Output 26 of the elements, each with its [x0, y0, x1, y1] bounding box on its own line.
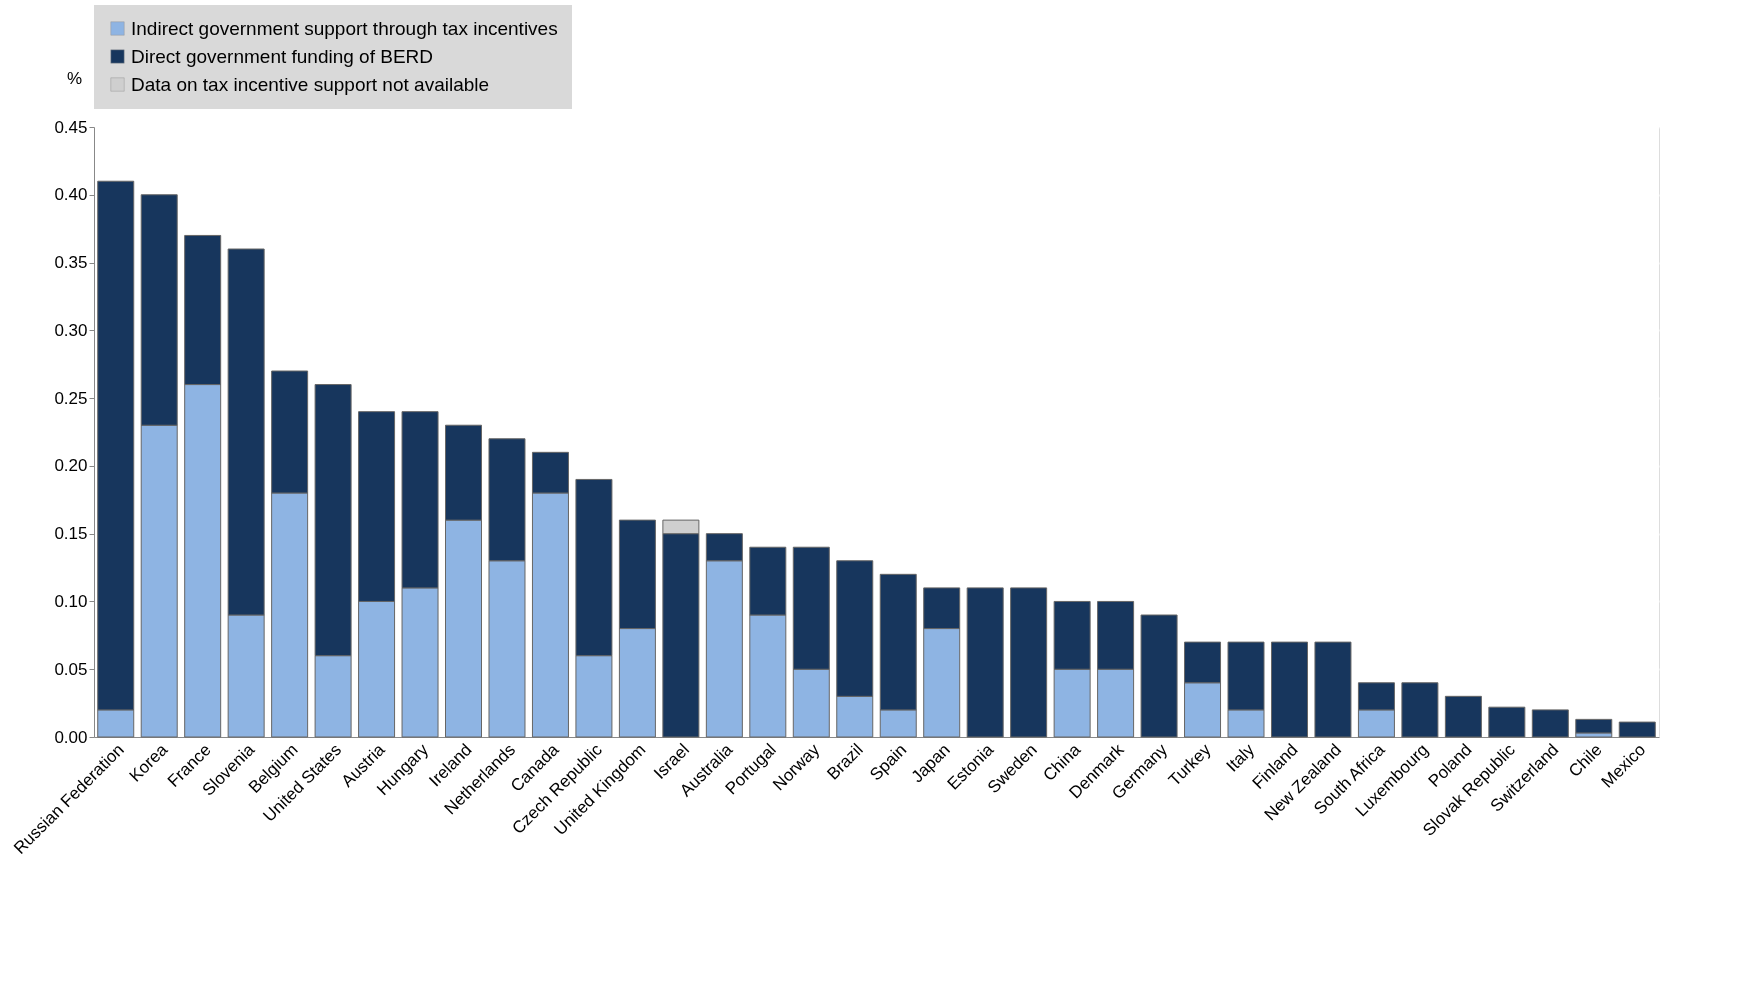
legend-label: Indirect government support through tax incentives	[131, 17, 558, 39]
bar	[1401, 682, 1439, 738]
y-tick-label: 0.35	[54, 253, 88, 273]
bar	[1270, 641, 1308, 738]
y-tick-label: 0.45	[54, 117, 88, 137]
bar	[1010, 587, 1048, 738]
y-tick-label: 0.05	[54, 659, 88, 679]
bar	[1140, 614, 1178, 738]
bar	[1575, 718, 1613, 734]
y-tick-label: 0.20	[54, 456, 88, 476]
y-tick-label: 0.15	[54, 524, 88, 544]
bar	[1488, 706, 1526, 738]
y-tick-label: 0.10	[54, 591, 88, 611]
y-axis-title: %	[66, 68, 83, 88]
bar	[1618, 721, 1656, 738]
x-tick-label: Italy	[1222, 739, 1259, 776]
y-tick-label: 0.25	[54, 388, 88, 408]
y-tick-label: 0.40	[54, 185, 88, 205]
bar	[1314, 641, 1352, 738]
y-tick-label: 0.30	[54, 320, 88, 340]
y-tick-label: 0.00	[54, 727, 88, 747]
bar	[1444, 695, 1482, 738]
legend-label: Direct government funding of BERD	[131, 45, 434, 67]
bar	[1531, 709, 1569, 738]
legend-label: Data on tax incentive support not available	[131, 73, 490, 95]
bar	[966, 587, 1004, 738]
